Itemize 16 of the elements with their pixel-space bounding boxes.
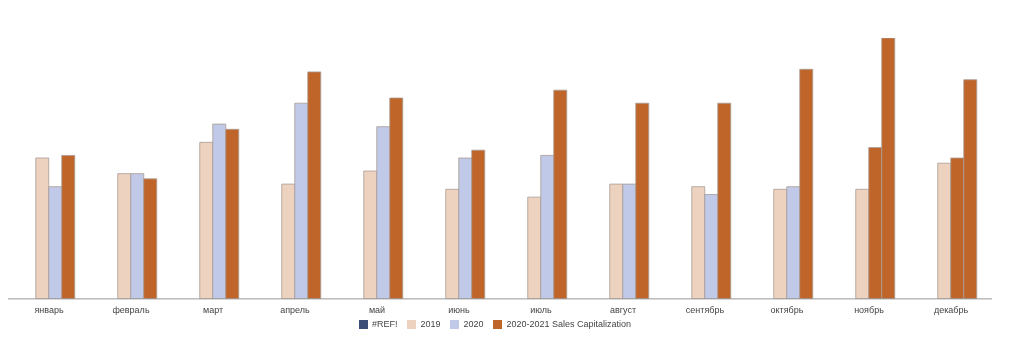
- x-tick-label: март: [202, 305, 224, 316]
- x-tick-label: апрель: [280, 305, 311, 316]
- x-tick-label: январь: [34, 305, 64, 316]
- x-tick-label: август: [609, 305, 637, 316]
- x-tick-label: февраль: [112, 305, 150, 316]
- legend-label: 2020: [463, 318, 484, 329]
- x-tick-label: июнь: [448, 305, 471, 316]
- x-tick-label: июль: [530, 305, 553, 316]
- legend-label: 2019: [420, 318, 441, 329]
- x-tick-label: декабрь: [933, 305, 969, 316]
- x-tick-label: сентябрь: [685, 305, 725, 316]
- x-tick-label: май: [368, 305, 386, 316]
- x-tick-label: ноябрь: [854, 305, 885, 316]
- legend-label: 2020-2021 Sales Capitalization: [506, 318, 632, 329]
- x-tick-label: октябрь: [770, 305, 804, 316]
- legend-label: #REF!: [371, 318, 398, 329]
